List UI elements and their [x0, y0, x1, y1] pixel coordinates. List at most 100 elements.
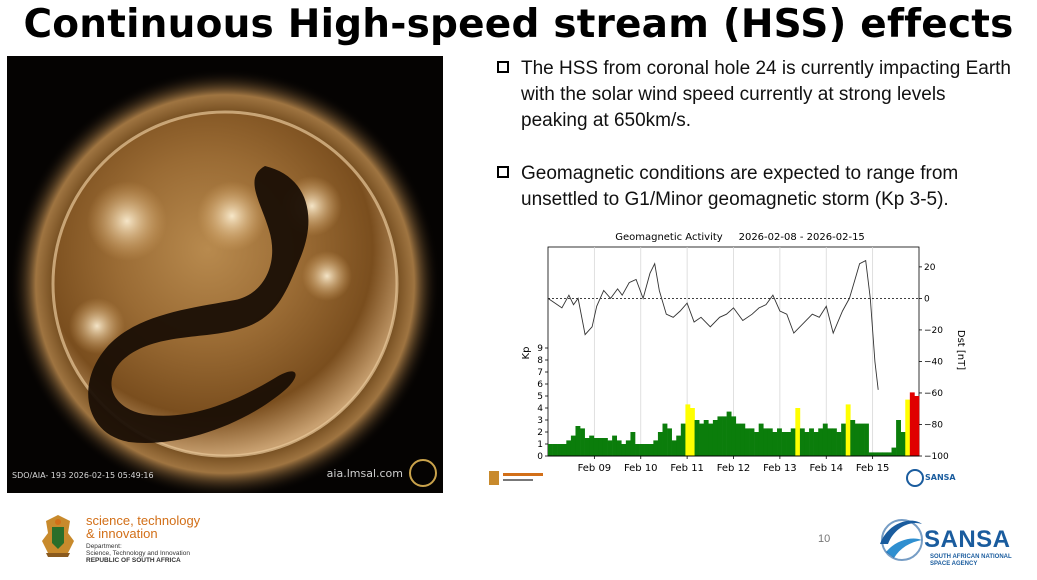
kp-tick-label: 7	[537, 368, 543, 378]
kp-bar	[548, 444, 553, 456]
geomagnetic-activity-chart: 0 1 2 3 4 5 6 7 8 9 20 0 −20 −40 −60 −80 −100 Feb 09 Feb 1…	[485, 225, 1005, 500]
kp-bar	[809, 428, 814, 456]
kp-bar	[836, 432, 842, 456]
dst-tick-label: 0	[924, 294, 930, 304]
kp-bar	[859, 423, 865, 456]
kp-bar	[735, 423, 741, 456]
kp-bar	[813, 432, 819, 456]
kp-tick-label: 0	[537, 452, 543, 462]
kp-bar	[699, 423, 705, 456]
kp-bar	[593, 438, 599, 456]
chart-title: Geomagnetic Activity 2026-02-08 - 2026-0…	[615, 232, 865, 243]
kp-bar	[612, 435, 618, 456]
x-tick-label: Feb 10	[624, 463, 658, 474]
kp-bar	[827, 428, 833, 456]
bullet-list: The HSS from coronal hole 24 is currentl…	[497, 56, 1017, 240]
kp-bar	[877, 452, 883, 456]
kp-bar	[731, 416, 737, 456]
sansa-wordmark: SANSA	[924, 526, 1011, 553]
sun-image-site-label: aia.lmsal.com	[326, 467, 403, 480]
kp-bar	[584, 438, 590, 456]
kp-bar	[758, 423, 764, 456]
dst-tick-label: 20	[924, 263, 936, 273]
sansa-small-logo: SANSA	[906, 469, 956, 487]
kp-bar	[557, 444, 563, 456]
kp-tick-label: 2	[537, 428, 543, 438]
kp-bar	[676, 435, 682, 456]
kp-bar	[552, 444, 558, 456]
kp-bar	[777, 428, 782, 456]
kp-bar	[795, 408, 801, 456]
kp-bar	[864, 423, 869, 456]
kp-bar	[598, 438, 604, 456]
dsti-country: REPUBLIC OF SOUTH AFRICA	[86, 557, 181, 564]
kp-tick-label: 3	[537, 416, 543, 426]
kp-bar	[703, 420, 709, 456]
kp-bar	[717, 416, 723, 456]
bullet-item: The HSS from coronal hole 24 is currentl…	[497, 56, 1017, 134]
sansa-small-logo-text: SANSA	[925, 473, 956, 482]
kp-bar	[749, 428, 755, 456]
kp-bar	[575, 426, 581, 456]
kp-bar	[868, 452, 874, 456]
dst-series-line	[547, 259, 879, 390]
kp-tick-label: 8	[537, 356, 543, 366]
sansa-subtitle-line1: SOUTH AFRICAN NATIONAL	[930, 554, 1012, 560]
kp-bar	[712, 420, 718, 456]
kp-bar	[854, 423, 860, 456]
kp-bar	[896, 420, 901, 456]
kp-bar	[754, 432, 759, 456]
kp-tick-label: 5	[537, 392, 543, 402]
kp-bar	[722, 416, 727, 456]
kp-bar	[909, 392, 915, 456]
dsti-dept-label: Department:	[86, 543, 122, 550]
kp-bar	[662, 423, 668, 456]
kp-tick-label: 1	[537, 440, 543, 450]
aia-seal-icon	[409, 459, 437, 487]
kp-bar	[607, 440, 613, 456]
dsti-name-line1: science, technology	[86, 513, 201, 528]
kp-bar	[905, 399, 911, 456]
x-tick-label: Feb 09	[578, 463, 612, 474]
kp-bar	[841, 423, 847, 456]
kp-bar	[602, 438, 608, 456]
kp-bar	[822, 423, 828, 456]
dst-tick-label: −20	[924, 326, 943, 336]
kp-bar	[772, 432, 778, 456]
kp-bar	[900, 432, 906, 456]
kp-bar	[635, 444, 640, 456]
kp-bar	[740, 423, 746, 456]
kp-tick-label: 6	[537, 380, 543, 390]
kp-bar	[873, 452, 879, 456]
dst-tick-label: −100	[924, 452, 949, 462]
kp-axis-label: Kp	[521, 347, 532, 360]
x-tick-label: Feb 15	[856, 463, 890, 474]
x-tick-label: Feb 14	[809, 463, 843, 474]
kp-bar	[621, 444, 627, 456]
kp-bar	[744, 428, 750, 456]
dst-tick-label: −80	[924, 420, 943, 430]
kp-bar	[804, 432, 810, 456]
dst-tick-label: −40	[924, 357, 943, 367]
kp-bar	[630, 432, 636, 456]
kp-bar	[667, 428, 672, 456]
bullet-text: The HSS from coronal hole 24 is currentl…	[521, 58, 1011, 131]
kp-bar	[845, 404, 851, 456]
kp-bar	[790, 428, 796, 456]
sun-image: SDO/AIA- 193 2026-02-15 05:49:16 aia.lms…	[7, 56, 443, 493]
geomagnetic-chart-svg: 0 1 2 3 4 5 6 7 8 9 20 0 −20 −40 −60 −80 −100 Feb 09 Feb 1…	[489, 232, 966, 487]
kp-bar	[689, 408, 695, 456]
kp-bar	[639, 444, 645, 456]
bullet-item: Geomagnetic conditions are expected to r…	[497, 161, 1017, 213]
kp-tick-label: 4	[537, 404, 543, 414]
bullet-text: Geomagnetic conditions are expected to r…	[521, 163, 959, 210]
kp-bar	[882, 452, 888, 456]
kp-bar	[580, 428, 585, 456]
kp-bar	[831, 428, 837, 456]
sansa-logo: SANSA SOUTH AFRICAN NATIONAL SPACE AGENC…	[876, 514, 1012, 569]
kp-bar	[625, 440, 631, 456]
sansa-subtitle-line2: SPACE AGENCY	[930, 561, 978, 567]
kp-bar	[763, 428, 769, 456]
coat-of-arms-icon	[42, 515, 74, 557]
kp-bar	[566, 440, 572, 456]
